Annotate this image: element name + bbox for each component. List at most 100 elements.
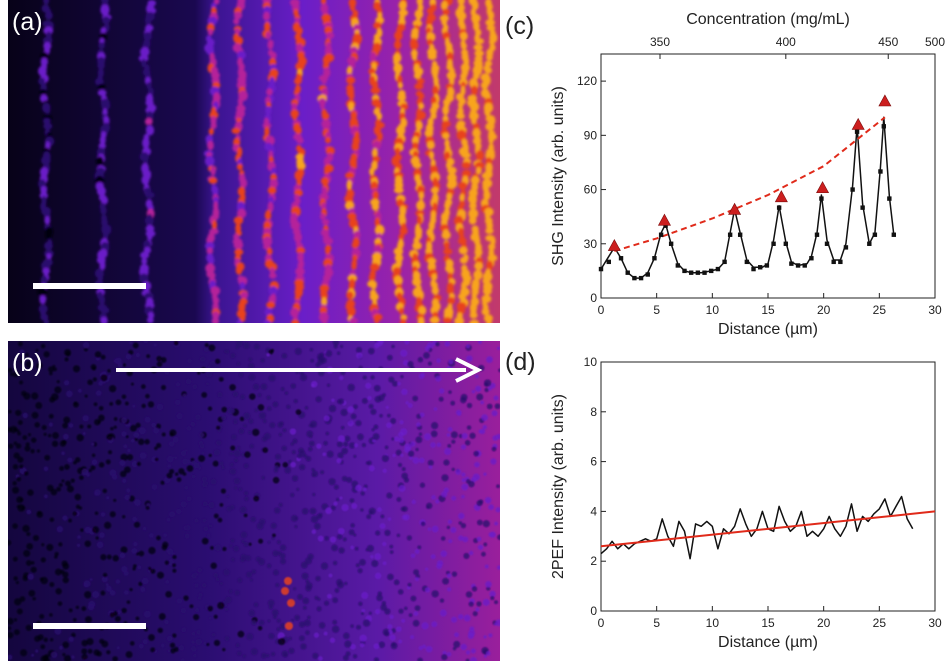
speckle: [129, 588, 133, 592]
fiber-spot: [211, 317, 220, 323]
speckle: [121, 565, 128, 573]
speckle: [205, 382, 210, 386]
speckle: [243, 490, 249, 496]
speckle: [56, 486, 62, 492]
speckle: [26, 543, 33, 550]
speckle: [40, 343, 46, 349]
speckle: [58, 483, 63, 487]
speckle: [478, 499, 484, 505]
speckle: [55, 588, 62, 595]
bright-spot: [284, 577, 292, 585]
speckle: [387, 517, 392, 521]
data-point: [645, 272, 650, 277]
speckle: [386, 422, 392, 429]
speckle: [391, 642, 396, 647]
fiber-spot: [100, 27, 107, 35]
fiber-spot: [208, 128, 214, 136]
speckle: [403, 514, 410, 521]
speckle: [258, 412, 267, 420]
fiber-spot: [376, 131, 383, 142]
fiber-spot: [473, 269, 483, 281]
speckle: [174, 399, 181, 406]
speckle: [468, 601, 474, 607]
fiber-spot: [442, 8, 450, 16]
fiber-spot: [490, 236, 496, 246]
speckle: [284, 391, 289, 395]
speckle: [94, 511, 99, 515]
speckle: [476, 601, 482, 607]
speckle: [382, 468, 387, 473]
fiber-spot: [144, 15, 152, 26]
speckle: [112, 656, 118, 661]
speckle: [84, 526, 92, 534]
speckle: [142, 639, 149, 645]
speckle: [309, 440, 315, 447]
speckle: [333, 484, 339, 490]
speckle: [251, 569, 257, 575]
speckle: [218, 376, 224, 382]
speckle: [389, 614, 394, 619]
speckle: [378, 641, 386, 648]
speckle: [120, 470, 127, 478]
speckle: [373, 424, 379, 430]
speckle: [448, 539, 453, 544]
data-point: [598, 266, 604, 272]
fiber-spot: [372, 190, 379, 201]
speckle: [135, 422, 141, 428]
speckle: [298, 621, 306, 628]
speckle: [336, 497, 340, 502]
speckle: [417, 545, 422, 550]
x-tick-label: 30: [928, 616, 942, 630]
speckle: [362, 375, 367, 380]
speckle: [84, 616, 92, 624]
fiber-spot: [352, 254, 358, 262]
speckle: [121, 394, 127, 399]
speckle: [102, 488, 107, 494]
speckle: [451, 467, 455, 471]
fiber-spot: [473, 20, 480, 32]
speckle: [436, 358, 441, 363]
fiber-spot: [140, 251, 150, 259]
speckle: [315, 362, 321, 368]
speckle: [363, 484, 368, 489]
speckle: [490, 458, 497, 465]
fiber-spot: [430, 112, 437, 120]
speckle: [23, 471, 29, 476]
speckle: [180, 501, 187, 508]
fiber-spot: [376, 112, 383, 121]
speckle: [270, 651, 276, 657]
fiber-spot: [271, 167, 277, 175]
data-point: [860, 205, 865, 210]
fiber-spot: [410, 41, 419, 50]
fiber-spot: [473, 44, 483, 51]
speckle: [458, 521, 463, 525]
data-point: [695, 270, 701, 275]
speckle: [48, 413, 54, 419]
speckle: [191, 640, 195, 644]
data-point: [668, 241, 674, 246]
speckle: [382, 541, 387, 547]
fiber-spot: [269, 267, 275, 275]
speckle: [348, 529, 355, 536]
top-tick-label: 450: [878, 35, 898, 49]
speckle: [494, 521, 499, 526]
fiber-spot: [237, 96, 244, 107]
speckle: [57, 601, 63, 606]
speckle: [84, 591, 92, 599]
direction-arrow-head: [455, 357, 483, 383]
speckle: [347, 383, 355, 392]
speckle: [272, 401, 279, 408]
fiber-spot: [264, 308, 273, 316]
speckle: [91, 590, 100, 599]
speckle: [201, 582, 207, 588]
fiber-spot: [236, 319, 243, 323]
fiber-spot: [239, 313, 246, 322]
speckle: [306, 430, 314, 438]
speckle: [317, 535, 324, 542]
speckle: [352, 654, 358, 659]
peak-marker: [774, 190, 788, 203]
speckle: [13, 629, 20, 636]
fiber-spot: [456, 302, 467, 311]
fiber-spot: [489, 38, 495, 46]
speckle: [339, 375, 344, 381]
